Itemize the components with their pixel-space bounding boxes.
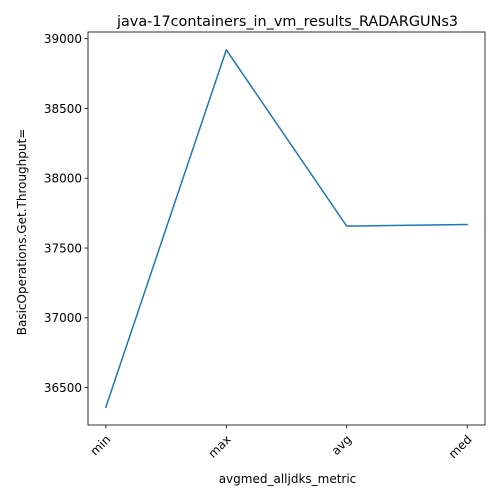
x-tick-label: min [87,432,113,458]
y-tick-label: 38500 [44,102,82,116]
chart-title: java-17containers_in_vm_results_RADARGUN… [116,14,458,30]
y-tick-label: 37500 [44,241,82,255]
x-tick-label: avg [329,432,355,458]
y-tick-label: 39000 [44,32,82,46]
plot-area: 36500 37000 37500 38000 38500 39000 min max avg m… [44,31,486,461]
y-tick-label: 37000 [44,311,82,325]
plot-frame [87,31,486,426]
series-line [104,49,468,409]
x-axis-label: avgmed_alljdks_metric [219,472,357,486]
x-tick-label: max [205,432,233,460]
x-tick-label: med [446,432,475,461]
y-tick-label: 38000 [44,172,82,186]
y-tick-label: 36500 [44,381,82,395]
y-axis-label: BasicOperations.Get.Throughput= [15,129,29,336]
